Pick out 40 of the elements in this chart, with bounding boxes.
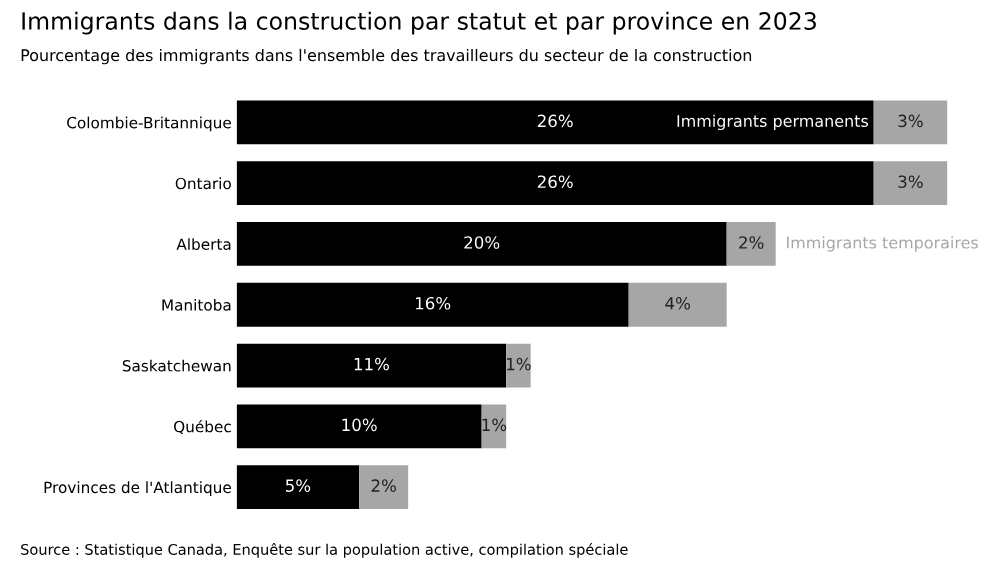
y-tick-label: Saskatchewan	[122, 359, 231, 372]
y-tick-label: Ontario	[175, 177, 231, 190]
bar	[873, 100, 948, 145]
data-label: 16%	[415, 296, 451, 310]
data-label: 5%	[285, 479, 311, 492]
bar	[236, 404, 482, 449]
bar	[236, 282, 629, 327]
data-label: 1%	[507, 357, 531, 371]
chart-title: Immigrants dans la construction par statut et par province en 2023	[22, 11, 816, 35]
bar	[726, 222, 776, 266]
bar	[236, 100, 874, 145]
series-label: Immigrants permanents	[677, 114, 869, 131]
bar	[506, 343, 531, 388]
bar	[236, 465, 360, 509]
data-label: 3%	[898, 114, 923, 128]
series-label: Immigrants temporaires	[787, 236, 978, 252]
bar	[236, 343, 507, 388]
data-label: 10%	[342, 418, 377, 432]
y-tick-label: Manitoba	[162, 298, 231, 311]
data-label: 26%	[537, 175, 573, 189]
source-note: Source : Statistique Canada, Enquête sur la population active, compilation spéciale	[21, 543, 628, 558]
data-label: 2%	[371, 479, 396, 492]
data-label: 3%	[898, 175, 923, 189]
chart-subtitle: Pourcentage des immigrants dans l'ensemble des travailleurs du secteur de la construction	[21, 48, 752, 65]
bar	[359, 465, 409, 509]
data-label: 11%	[354, 357, 390, 371]
bar	[236, 222, 727, 266]
y-tick-label: Colombie-Britannique	[67, 116, 231, 132]
data-label: 2%	[739, 236, 764, 249]
y-tick-label: Provinces de l'Atlantique	[44, 481, 231, 497]
data-label: 20%	[464, 236, 500, 249]
data-label: 26%	[537, 114, 573, 128]
bar	[481, 404, 507, 449]
data-label: 1%	[482, 418, 507, 432]
y-tick-label: Québec	[174, 419, 231, 435]
data-label: 4%	[665, 296, 690, 310]
bar	[236, 161, 874, 206]
bar	[628, 282, 727, 327]
y-tick-label: Alberta	[176, 238, 231, 250]
bar	[873, 161, 948, 206]
